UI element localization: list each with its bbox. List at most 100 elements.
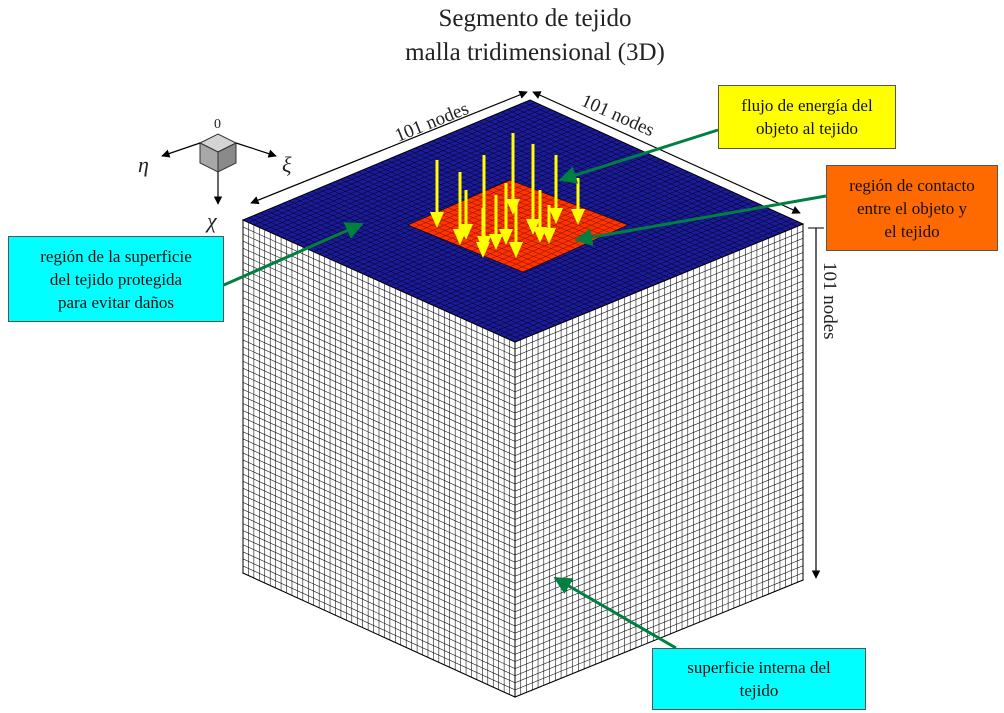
contact-region-callout: región de contacto entre el objeto y el … (826, 165, 998, 251)
energy-flow-callout: flujo de energía del objeto al tejido (718, 85, 896, 149)
mesh-line (242, 403, 516, 527)
mesh-line (242, 523, 516, 648)
mesh-line (242, 488, 516, 613)
energy-flow-callout-line: objeto al tejido (756, 119, 858, 138)
mesh-line (514, 465, 804, 584)
mesh-line (242, 431, 516, 556)
mesh-line (476, 206, 765, 326)
eta-axis-arrow (161, 142, 201, 158)
mesh-line (510, 219, 615, 268)
mesh-line (242, 544, 516, 669)
mesh-line (482, 208, 771, 328)
mesh-line (242, 438, 516, 563)
protected-region-callout-line: del tejido protegida (49, 269, 183, 289)
protected-region-callout-line: para evitar daños (57, 292, 175, 312)
mesh-line (514, 423, 804, 542)
mesh-line (514, 430, 804, 549)
mesh-line (514, 501, 804, 620)
eta-axis-label: η (138, 152, 149, 177)
xi-axis-label: ξ (282, 152, 292, 177)
diagram-title-line2: malla tridimensional (3D) (405, 39, 665, 66)
contact-region-leader (574, 194, 827, 247)
mesh-line (242, 558, 516, 684)
mesh-line (514, 522, 804, 641)
energy-arrow-head (499, 229, 513, 245)
contact-region-callout-line: región de contacto (849, 175, 975, 195)
energy-arrow-head (509, 242, 523, 258)
axis-origin-label: 0 (214, 117, 221, 132)
mesh-line (514, 572, 804, 691)
contact-region-callout-line: entre el objeto y (857, 198, 967, 218)
mesh-line (487, 211, 776, 331)
mesh-line (509, 221, 798, 340)
mesh-line (449, 194, 738, 313)
energy-arrow-head (459, 224, 473, 240)
mesh-line (242, 530, 516, 655)
mesh-line (465, 201, 754, 321)
mesh-line (242, 452, 516, 577)
inner-surface-leader (553, 576, 677, 650)
mesh-line (514, 544, 804, 662)
energy-flow-callout-line: flujo de energía del (741, 96, 873, 115)
axis-indicator: 0 η ξ χ (138, 117, 292, 233)
inner-surface-callout-line: superficie interna del (687, 658, 831, 677)
energy-arrow-head (430, 212, 444, 228)
xi-axis-arrow (235, 142, 277, 158)
chi-axis-label: χ (205, 208, 218, 233)
mesh-line (242, 396, 516, 520)
right-wall-grid (514, 226, 804, 695)
mesh-line (503, 217, 609, 265)
mesh-line (242, 417, 516, 542)
mesh-line (455, 196, 744, 316)
mesh-line (514, 508, 804, 627)
mesh-line (242, 495, 516, 620)
diagram-title-line1: Segmento de tejido (438, 5, 632, 32)
mesh-line (514, 408, 804, 527)
left-top-dimension-line (250, 90, 528, 205)
mesh-line (242, 509, 516, 634)
mesh-line (471, 203, 760, 323)
energy-arrow-head (476, 242, 490, 258)
mesh-line (516, 222, 622, 270)
energy-flow-leader (558, 128, 719, 184)
mesh-line (514, 558, 804, 676)
mesh-line (514, 529, 804, 648)
protected-region-callout-line: región de la superficie (40, 246, 192, 266)
mesh-line (514, 537, 804, 655)
mesh-line (514, 458, 804, 577)
mesh-line (242, 410, 516, 534)
mesh-line (242, 516, 516, 641)
mesh-line (514, 565, 804, 684)
mesh-line (242, 480, 516, 605)
mesh-line (493, 213, 782, 333)
inner-surface-callout-line: tejido (739, 681, 779, 700)
mesh-line (242, 466, 516, 591)
mesh-line (514, 515, 804, 634)
mesh-line (498, 216, 787, 335)
energy-arrow-head (489, 234, 503, 250)
mesh-line (514, 437, 804, 556)
mesh-line (242, 551, 516, 676)
mesh-line (242, 537, 516, 662)
energy-arrow-head (542, 228, 556, 244)
inner-surface-callout: superficie interna del tejido (652, 648, 866, 710)
left-wall-grid (242, 222, 516, 695)
mesh-line (504, 218, 793, 338)
mesh-line (514, 444, 804, 563)
mesh-line (242, 459, 516, 584)
protected-region-callout: región de la superficie del tejido prote… (8, 236, 224, 322)
protected-region-leader (207, 222, 364, 294)
mesh-line (242, 565, 516, 691)
mesh-line (242, 473, 516, 598)
axis-cube-right (217, 142, 237, 173)
mesh-line (514, 451, 804, 570)
vertical-dimension-label: 101 nodes (819, 262, 840, 340)
mesh-line (514, 415, 804, 534)
right-top-dimension-line (532, 91, 801, 214)
mesh-line (514, 551, 804, 669)
mesh-line (242, 424, 516, 549)
contact-region-callout-line: el tejido (884, 221, 940, 241)
mesh-line (242, 445, 516, 570)
mesh-line (514, 472, 804, 591)
